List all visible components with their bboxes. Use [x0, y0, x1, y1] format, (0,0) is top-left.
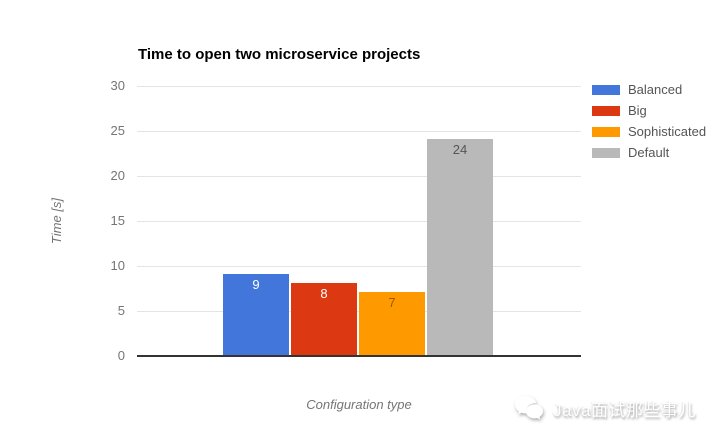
- bar-big: 8: [291, 283, 357, 355]
- x-axis-title: Configuration type: [306, 397, 412, 412]
- legend-item-sophisticated: Sophisticated: [592, 121, 706, 142]
- plot-area: 9 8 7 24: [137, 86, 581, 357]
- legend-swatch: [592, 147, 620, 158]
- legend-item-label: Balanced: [628, 82, 683, 97]
- legend-item-big: Big: [592, 100, 706, 121]
- gridline: [137, 176, 581, 177]
- legend-swatch: [592, 105, 620, 116]
- bar-value-label: 24: [452, 142, 468, 157]
- y-axis-tick-label: 20: [110, 168, 125, 183]
- watermark: Java面试那些事儿: [513, 394, 696, 427]
- watermark-text: Java面试那些事儿: [553, 400, 696, 420]
- gridline: [137, 221, 581, 222]
- legend-item-label: Sophisticated: [628, 124, 707, 139]
- y-axis-tick-label: 0: [117, 348, 125, 363]
- y-axis-tick-label: 5: [117, 303, 125, 318]
- bar-value-label: 9: [252, 277, 260, 292]
- legend-item-balanced: Balanced: [592, 79, 706, 100]
- legend-swatch: [592, 84, 620, 95]
- y-axis-tick-label: 10: [110, 258, 125, 273]
- legend-item-default: Default: [592, 142, 706, 163]
- x-axis-baseline: [137, 355, 581, 357]
- bar-value-label: 7: [388, 295, 396, 310]
- y-axis-tick-label: 30: [110, 78, 125, 93]
- bar-balanced: 9: [223, 274, 289, 355]
- y-axis-title: Time [s]: [49, 197, 64, 245]
- bar-value-label: 8: [320, 286, 328, 301]
- legend-swatch: [592, 126, 620, 137]
- gridline: [137, 86, 581, 87]
- bar-default: 24: [427, 139, 493, 355]
- wechat-icon: [513, 394, 545, 427]
- legend-item-label: Default: [628, 145, 670, 160]
- legend: Balanced Big Sophisticated Default: [592, 79, 706, 163]
- legend-item-label: Big: [628, 103, 647, 118]
- y-axis-tick-label: 25: [110, 123, 125, 138]
- gridline: [137, 131, 581, 132]
- bar-sophisticated: 7: [359, 292, 425, 355]
- gridline: [137, 266, 581, 267]
- chart-title: Time to open two microservice projects: [138, 46, 421, 63]
- y-axis-tick-label: 15: [110, 213, 125, 228]
